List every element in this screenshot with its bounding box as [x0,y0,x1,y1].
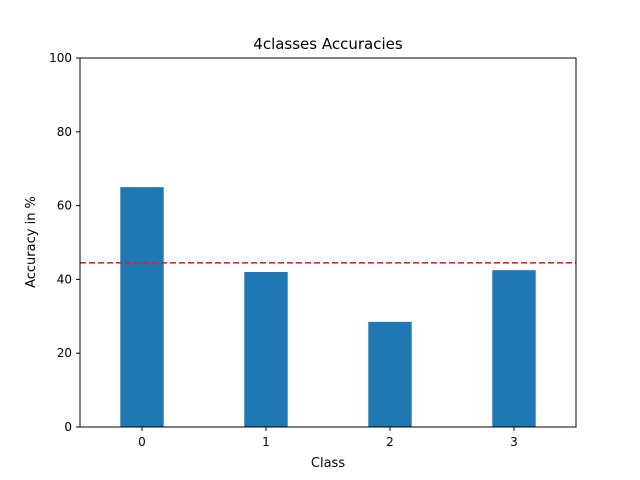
y-tick-label-60: 60 [57,199,72,213]
y-axis-label: Accuracy in % [24,196,39,288]
y-tick-label-80: 80 [57,125,72,139]
y-tick-label-0: 0 [64,420,72,434]
x-tick-label-2: 2 [386,435,394,449]
y-tick-label-20: 20 [57,346,72,360]
y-tick-label-40: 40 [57,272,72,286]
x-tick-label-0: 0 [138,435,146,449]
bar-class-0 [120,187,164,427]
x-axis-label: Class [311,456,345,471]
bar-class-2 [368,321,412,427]
y-tick-label-100: 100 [49,51,72,65]
axes-frame [79,57,577,428]
plot-area: 0 1 2 3 0 20 40 60 80 100 [49,51,577,449]
x-tick-label-3: 3 [510,435,518,449]
bar-class-3 [492,270,536,427]
chart-title: 4classes Accuracies [253,35,403,53]
x-tick-label-1: 1 [262,435,270,449]
bar-class-1 [244,272,288,427]
